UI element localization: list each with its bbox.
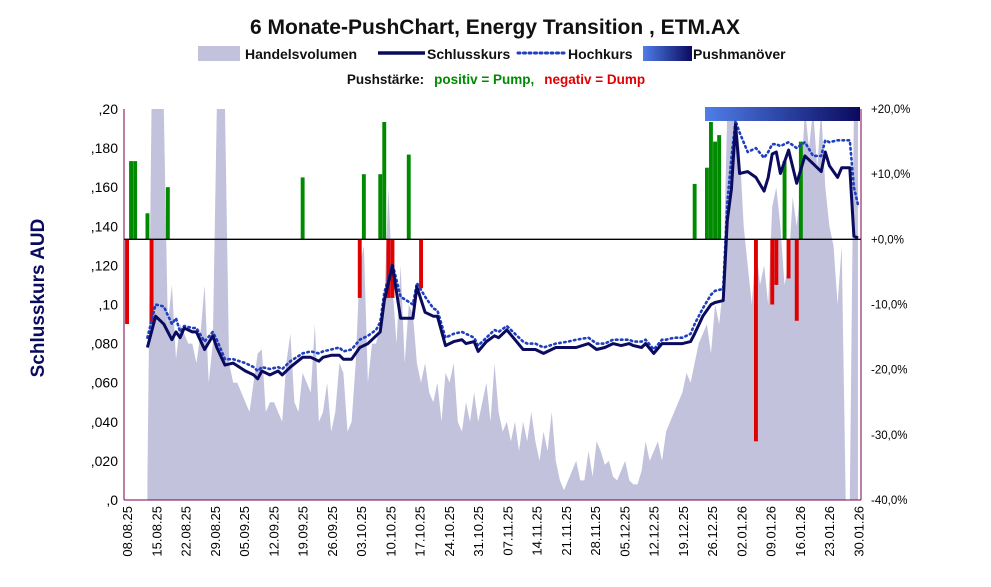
push-bar-4 [149, 239, 154, 324]
y-axis-ticks: ,0 ,020 ,040 ,060 ,080 ,10 ,120 ,140 ,160 ,180 ,20 [91, 101, 118, 508]
push-bar-3 [145, 213, 150, 240]
y2-tick-4: +0,0% [871, 234, 904, 246]
x-tick-19: 19.12.25 [676, 506, 691, 557]
push-bar-25 [794, 239, 799, 321]
y-tick-1: ,020 [91, 453, 118, 469]
push-bar-11 [386, 239, 391, 298]
push-bar-5 [165, 187, 170, 240]
x-tick-2: 22.08.25 [179, 506, 194, 557]
chart-title: 6 Monate-PushChart, Energy Transition , … [250, 16, 740, 39]
push-bar-18 [713, 141, 717, 240]
legend-label-volume: Handelsvolumen [245, 46, 357, 62]
y2-axis-ticks: -40,0% -30,0% -20,0% -10,0% +0,0% +10,0% +20,0… [871, 104, 910, 507]
push-bar-26 [798, 141, 803, 240]
y-tick-10: ,20 [99, 101, 119, 117]
push-bar-9 [378, 174, 383, 240]
x-tick-22: 09.01.26 [764, 506, 779, 557]
y2-tick-0: -40,0% [871, 495, 907, 507]
legend-label-high: Hochkurs [568, 46, 633, 62]
x-tick-16: 28.11.25 [588, 506, 603, 556]
x-tick-17: 05.12.25 [617, 506, 632, 557]
high-line-path [146, 119, 860, 373]
y-tick-7: ,140 [91, 218, 118, 234]
push-bar-1 [129, 161, 133, 240]
push-bar-7 [357, 239, 362, 298]
volume-area [147, 109, 858, 500]
x-tick-6: 19.09.25 [296, 506, 311, 557]
push-bar-6 [300, 177, 305, 240]
x-axis-ticks: 08.08.25 15.08.25 22.08.25 29.08.25 05.09.25… [120, 506, 866, 557]
x-tick-20: 26.12.25 [705, 506, 720, 557]
push-maneuver-marker [705, 107, 860, 121]
x-tick-1: 15.08.25 [149, 506, 164, 557]
legend-label-push: Pushmanöver [693, 46, 786, 62]
x-tick-9: 10.10.25 [383, 506, 398, 557]
close-price-line [145, 123, 859, 381]
x-tick-10: 17.10.25 [413, 506, 428, 557]
legend-swatch-volume [198, 46, 240, 61]
x-tick-12: 31.10.25 [471, 506, 486, 557]
push-bar-24 [786, 239, 791, 279]
push-bar-15 [692, 183, 697, 240]
volume-area-shape [147, 109, 858, 500]
legend: Handelsvolumen Schlusskurs Hochkurs Push… [198, 46, 786, 62]
push-bar-22 [774, 239, 779, 285]
y2-tick-1: -30,0% [871, 430, 907, 442]
y-tick-9: ,180 [91, 140, 118, 156]
y2-tick-3: -10,0% [871, 300, 907, 312]
y-tick-4: ,080 [91, 336, 118, 352]
y2-tick-5: +10,0% [871, 169, 910, 181]
x-tick-14: 14.11.25 [530, 506, 545, 556]
y-axis-label: Schlusskurs AUD [28, 219, 49, 378]
x-tick-7: 26.09.25 [325, 506, 340, 557]
x-tick-25: 30.01.26 [851, 506, 866, 557]
push-bar-0 [125, 239, 129, 324]
legend-swatch-push [643, 46, 692, 61]
axes [123, 109, 862, 501]
x-tick-0: 08.08.25 [120, 506, 135, 557]
x-tick-23: 16.01.26 [793, 506, 808, 557]
x-tick-18: 12.12.25 [647, 506, 662, 557]
high-price-line [146, 119, 860, 373]
x-tick-13: 07.11.25 [500, 506, 515, 556]
legend-label-close: Schlusskurs [427, 46, 510, 62]
push-bar-21 [770, 239, 775, 305]
x-tick-4: 05.09.25 [237, 506, 252, 557]
push-strength-subtitle: Pushstärke: positiv = Pump, negativ = Dump [347, 72, 645, 87]
push-bar-20 [754, 239, 758, 442]
close-line-path [145, 123, 859, 381]
push-bar-10 [382, 122, 387, 240]
push-bar-8 [361, 174, 366, 240]
push-bar-14 [419, 239, 423, 289]
y-tick-8: ,160 [91, 179, 118, 195]
y-tick-6: ,120 [91, 257, 118, 273]
x-tick-3: 29.08.25 [208, 506, 223, 557]
push-maneuver-band [705, 107, 860, 121]
y-tick-5: ,10 [99, 297, 119, 313]
x-tick-21: 02.01.26 [734, 506, 749, 557]
x-tick-5: 12.09.25 [266, 506, 281, 557]
y-tick-2: ,040 [91, 414, 118, 430]
push-bar-17 [709, 122, 713, 240]
y2-tick-6: +20,0% [871, 104, 910, 116]
x-tick-8: 03.10.25 [354, 506, 369, 557]
y-tick-3: ,060 [91, 375, 118, 391]
push-bar-19 [717, 135, 722, 240]
subtitle-negative: negativ = Dump [544, 72, 645, 87]
y2-tick-2: -20,0% [871, 365, 907, 377]
x-tick-11: 24.10.25 [442, 506, 457, 557]
y-tick-0: ,0 [106, 492, 118, 508]
push-bar-13 [406, 154, 411, 240]
push-bar-2 [133, 161, 138, 240]
subtitle-label: Pushstärke: [347, 72, 424, 87]
push-bar-23 [782, 161, 787, 240]
x-tick-24: 23.01.26 [822, 506, 837, 557]
push-bar-16 [705, 167, 709, 240]
subtitle-positive: positiv = Pump, [434, 72, 534, 87]
x-tick-15: 21.11.25 [559, 506, 574, 556]
